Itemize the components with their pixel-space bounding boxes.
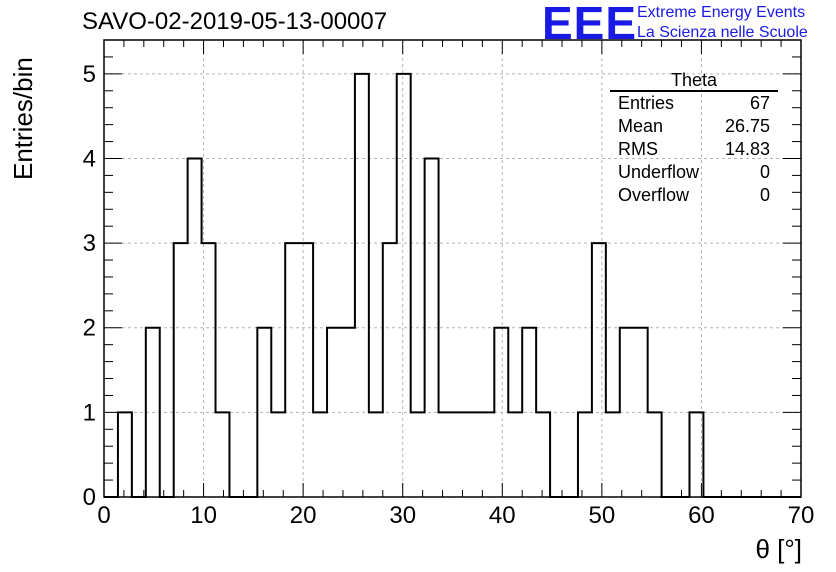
histogram-bin [425, 158, 439, 497]
histogram-bin [202, 243, 216, 497]
y-tick-label: 3 [83, 230, 96, 257]
histogram-bin [592, 243, 606, 497]
chart-title: SAVO-02-2019-05-13-00007 [82, 8, 388, 35]
histogram-bin [606, 412, 620, 497]
histogram-bin [397, 74, 411, 497]
histogram-bin [146, 328, 160, 497]
eee-logo: EEE [542, 0, 638, 49]
histogram-bin [174, 243, 188, 497]
histogram-bin [536, 412, 550, 497]
y-tick-label: 2 [83, 315, 96, 342]
histogram-bin [648, 412, 662, 497]
stats-label: Overflow [618, 185, 690, 205]
stats-row-underflow: Underflow 0 [610, 161, 778, 184]
y-tick-label: 4 [83, 145, 96, 172]
logo-line-2: La Scienza nelle Scuole [637, 24, 808, 41]
histogram-bin [578, 412, 592, 497]
stats-label: Entries [618, 93, 675, 113]
histogram-bin [480, 412, 494, 497]
histogram-line [104, 72, 801, 498]
histogram-bin [522, 328, 536, 497]
x-tick-label: 20 [290, 502, 317, 529]
stats-label: Underflow [618, 162, 700, 182]
x-tick-label: 70 [788, 502, 815, 529]
stats-value: 26.75 [724, 116, 770, 136]
histogram-bin [285, 243, 299, 497]
histogram-bin [369, 412, 383, 497]
histogram-bin [188, 158, 202, 497]
stats-label: RMS [618, 139, 658, 159]
stats-title: Theta [610, 70, 778, 92]
stats-box: Theta Entries 67 Mean 26.75 RMS 14.83 Un… [610, 70, 778, 207]
stats-value: 0 [759, 162, 770, 182]
stats-value: 67 [749, 93, 770, 113]
y-tick-label: 1 [83, 399, 96, 426]
logo-line-1: Extreme Energy Events [637, 4, 806, 21]
histogram-bin [216, 412, 230, 497]
x-tick-label: 50 [589, 502, 616, 529]
histogram-bin [508, 412, 522, 497]
stats-label: Mean [618, 116, 664, 136]
x-axis-label: θ [°] [755, 534, 802, 564]
y-axis-label: Entries/bin [8, 57, 38, 180]
x-tick-label: 30 [389, 502, 416, 529]
histogram-bin [355, 74, 369, 497]
histogram-bin [494, 328, 508, 497]
histogram-bin [689, 412, 703, 497]
histogram-bin [118, 412, 132, 497]
histogram-bin [257, 328, 271, 497]
x-tick-label: 10 [190, 502, 217, 529]
x-tick-label: 40 [489, 502, 516, 529]
stats-row-rms: RMS 14.83 [610, 138, 778, 161]
histogram-bin [271, 412, 285, 497]
histogram-bin [634, 328, 648, 497]
histogram-bin [299, 243, 313, 497]
histogram-bin [383, 243, 397, 497]
histogram-bin [327, 328, 341, 497]
stats-row-mean: Mean 26.75 [610, 115, 778, 138]
plot-frame [103, 39, 802, 498]
histogram-bin [466, 412, 480, 497]
histogram-bin [341, 328, 355, 497]
y-tick-label: 5 [83, 61, 96, 88]
stats-row-overflow: Overflow 0 [610, 184, 778, 207]
x-tick-label: 0 [97, 502, 110, 529]
x-tick-label: 60 [688, 502, 715, 529]
y-tick-label: 0 [83, 484, 96, 511]
histogram-bin [439, 412, 453, 497]
histogram-bin [411, 412, 425, 497]
stats-row-entries: Entries 67 [610, 92, 778, 115]
stats-value: 0 [759, 185, 770, 205]
histogram-bin [313, 412, 327, 497]
histogram-bin [453, 412, 467, 497]
histogram-bin [620, 328, 634, 497]
stats-value: 14.83 [724, 139, 770, 159]
